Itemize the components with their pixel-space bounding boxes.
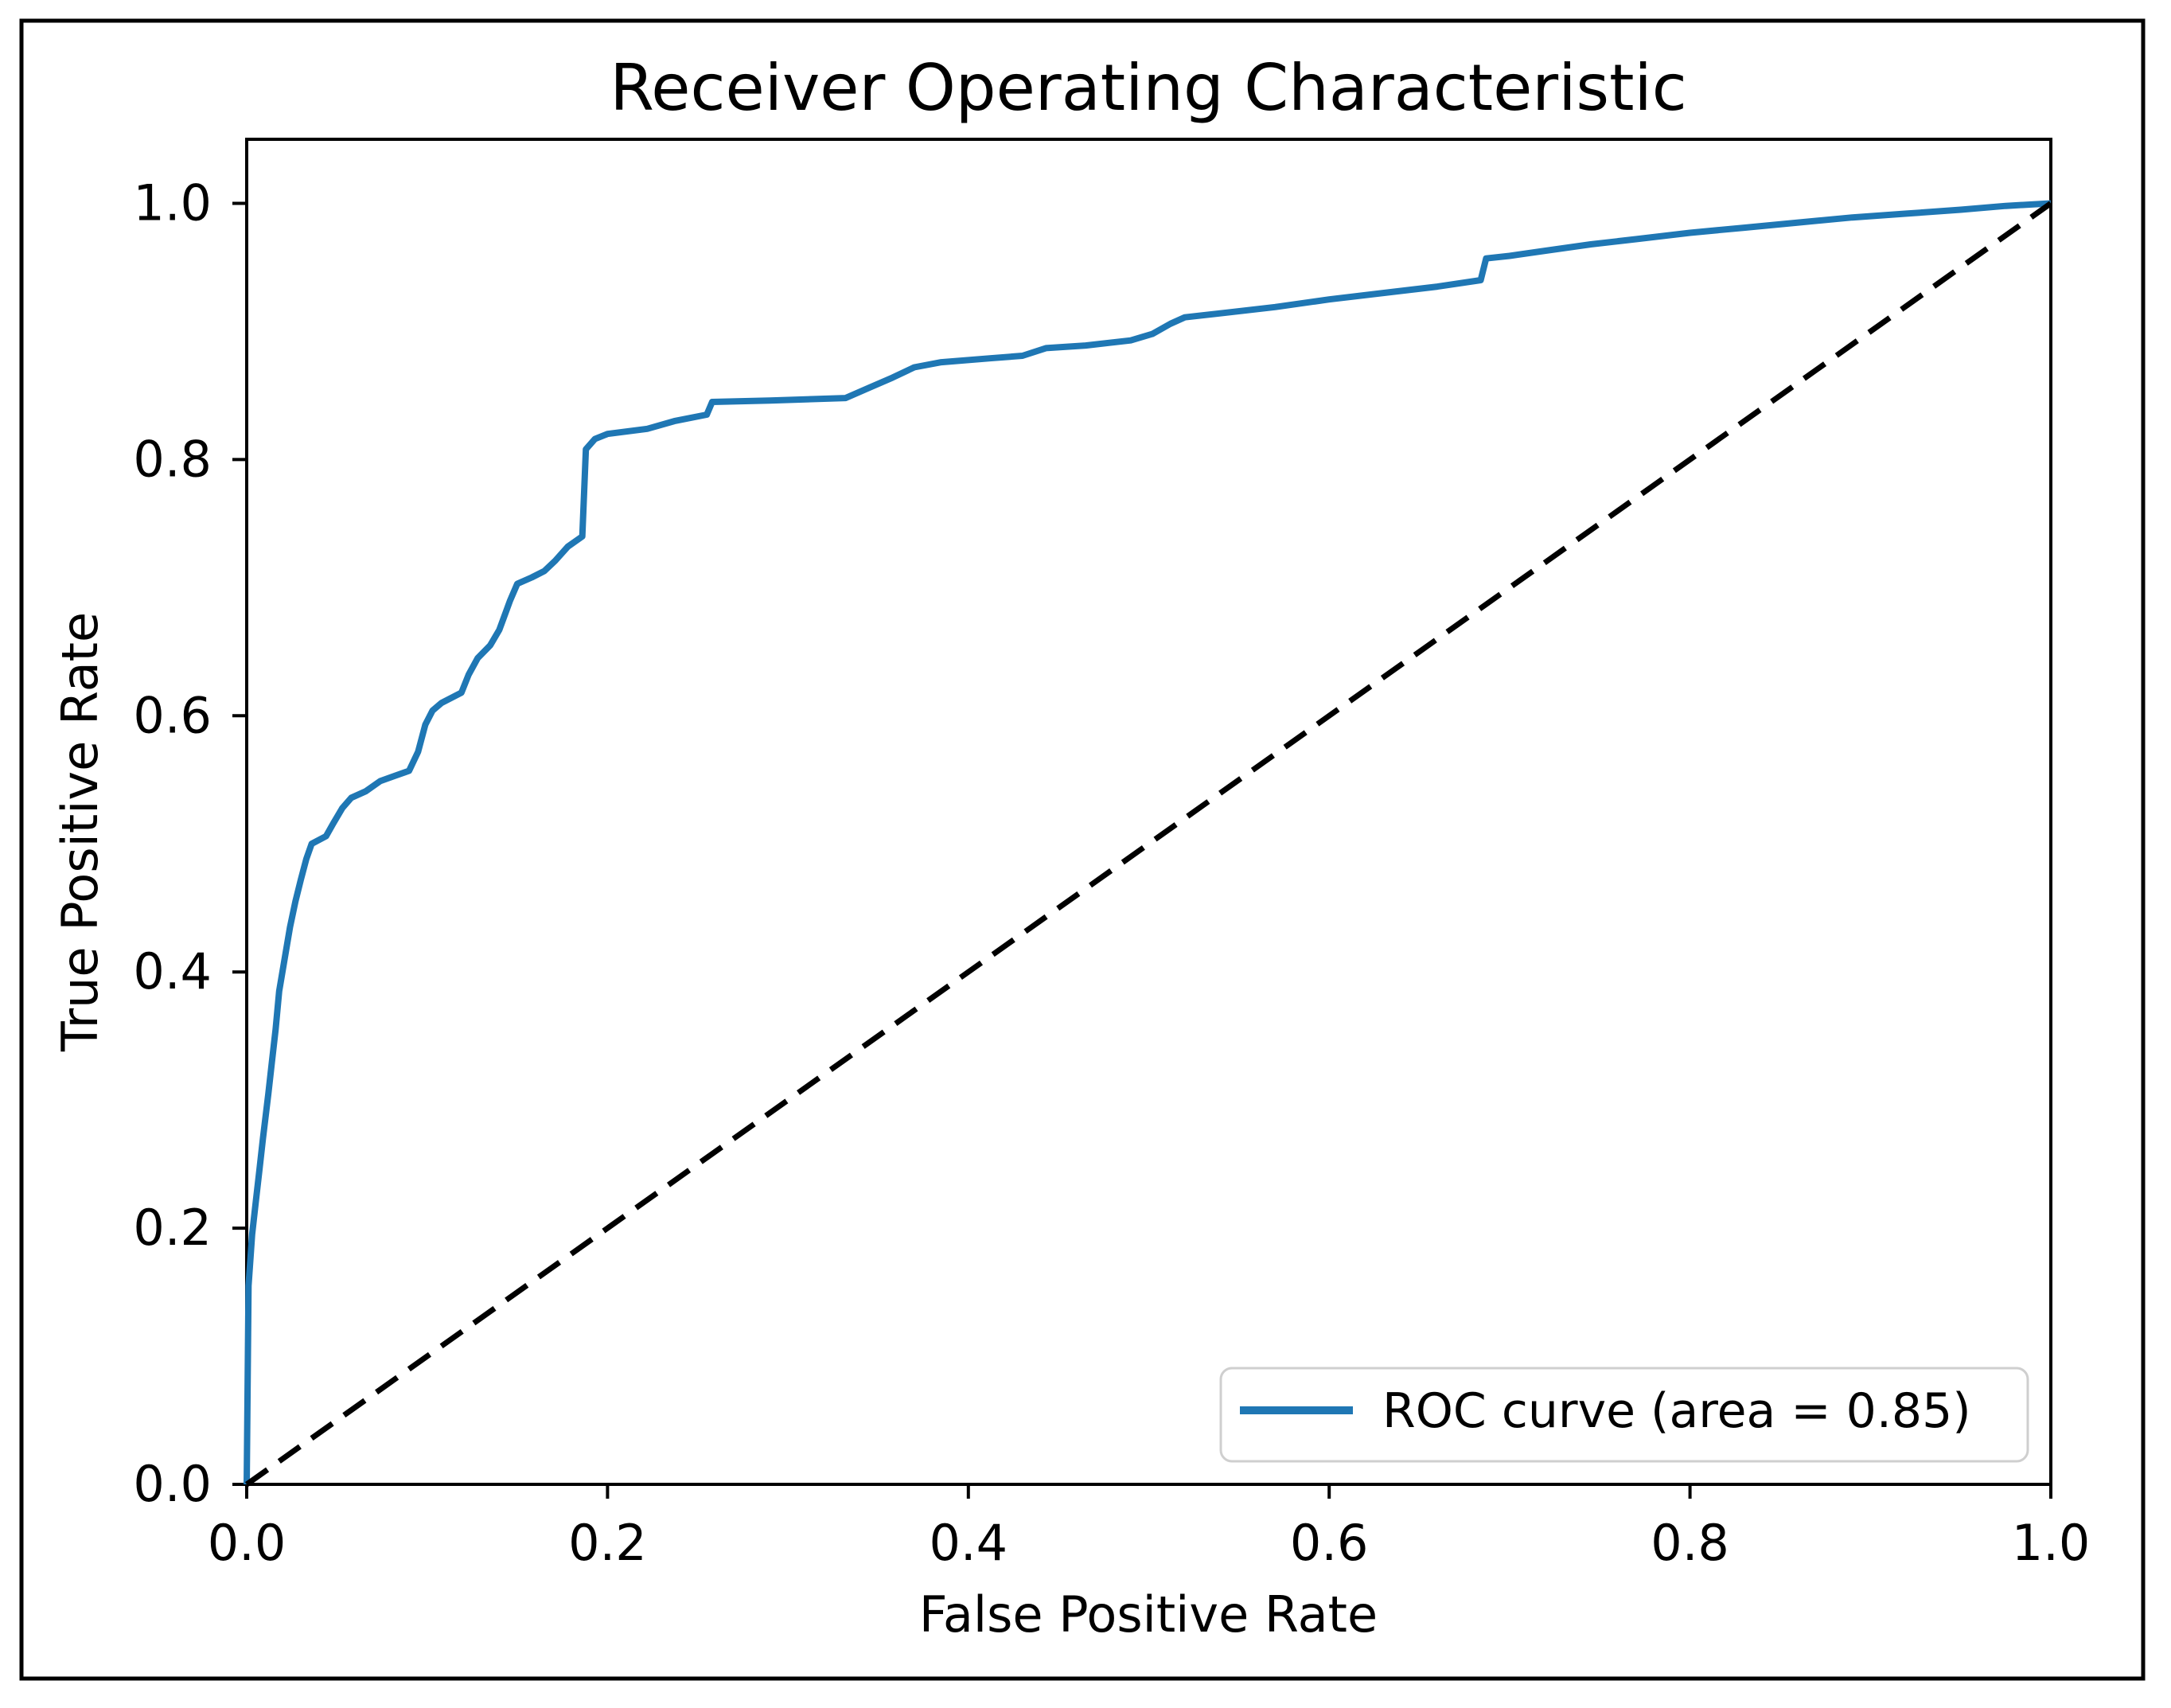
y-tick-label: 0.6 [133, 686, 212, 744]
x-axis-label: False Positive Rate [919, 1585, 1378, 1644]
y-tick-label: 0.8 [133, 430, 212, 488]
y-axis-ticks: 0.0 0.2 0.4 0.6 0.8 1.0 [133, 174, 247, 1513]
legend-box [1219, 1367, 2029, 1463]
x-tick-label: 0.2 [568, 1514, 647, 1572]
roc-curve-line [244, 200, 2052, 1485]
x-tick-label: 0.8 [1651, 1514, 1729, 1572]
y-tick-label: 0.0 [133, 1455, 212, 1513]
chance-diagonal-line [244, 201, 2053, 1487]
x-tick-label: 0.0 [208, 1514, 286, 1572]
x-tick-label: 0.6 [1290, 1514, 1369, 1572]
axes-frame [245, 138, 2052, 1486]
legend: ROC curve (area = 0.85) [1219, 1367, 2029, 1463]
y-tick-label: 0.4 [133, 942, 212, 1000]
x-tick-label: 1.0 [2012, 1514, 2091, 1572]
x-axis-ticks: 0.0 0.2 0.4 0.6 0.8 1.0 [208, 1484, 2091, 1572]
x-tick-label: 0.4 [929, 1514, 1008, 1572]
y-tick-label: 1.0 [133, 174, 212, 232]
y-tick-label: 0.2 [133, 1199, 212, 1257]
legend-roc-label: ROC curve (area = 0.85) [1382, 1383, 1971, 1439]
y-axis-label: True Positive Rate [51, 612, 109, 1052]
chart-title: Receiver Operating Characteristic [610, 51, 1686, 125]
plot-area [244, 200, 2053, 1487]
